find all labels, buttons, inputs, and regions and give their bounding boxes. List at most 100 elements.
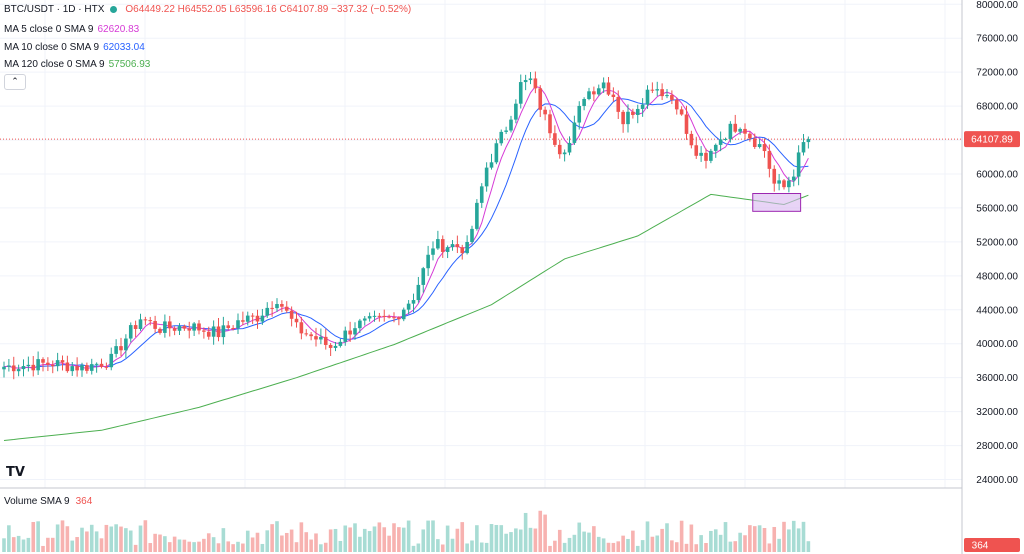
symbol-title[interactable]: BTC/USDT · 1D · HTX (4, 4, 105, 15)
volume-bar (387, 535, 391, 552)
volume-bar (587, 532, 591, 552)
candle-body (65, 362, 70, 372)
volume-bar (372, 526, 377, 552)
price-tick-label: 44000.00 (976, 305, 1018, 316)
volume-bar (392, 523, 396, 552)
candle-body (728, 123, 733, 139)
volume-bar (650, 536, 655, 552)
candle-body (211, 326, 216, 337)
volume-bar (177, 539, 182, 552)
candle-body (528, 78, 533, 81)
volume-bar (75, 537, 79, 552)
volume-bar (309, 539, 313, 552)
candle-body (16, 369, 21, 372)
candle-body (377, 315, 382, 317)
candle-body (133, 325, 138, 329)
candle-body (752, 138, 757, 147)
candle-body (631, 111, 635, 115)
candle-body (99, 363, 104, 367)
volume-value: 364 (75, 496, 93, 507)
ma10-legend[interactable]: MA 10 close 0 SMA 9 62033.04 (4, 42, 145, 53)
volume-bar (270, 524, 274, 552)
ma5-legend[interactable]: MA 5 close 0 SMA 9 62620.83 (4, 24, 139, 35)
ma120-path (3, 193, 809, 441)
candle-body (475, 202, 479, 229)
volume-legend[interactable]: Volume SMA 9 364 (4, 496, 92, 507)
volume-bar (455, 528, 460, 552)
volume-bar (757, 525, 762, 552)
candle-body (743, 128, 747, 134)
candle-body (275, 304, 279, 309)
candle-body (36, 359, 40, 371)
volume-bar (323, 542, 328, 552)
last-price-label: 64107.89 (971, 135, 1013, 146)
candle-body (777, 180, 781, 184)
candle-body (421, 268, 426, 285)
volume-bar (670, 540, 674, 552)
candle-body (587, 91, 591, 100)
ma10-line (3, 98, 809, 369)
price-tick-label: 36000.00 (976, 373, 1018, 384)
volume-bar (796, 528, 801, 552)
volume-bar (616, 541, 621, 552)
candle-body (431, 248, 435, 255)
ma120-label: MA 120 close 0 SMA 9 (4, 59, 105, 70)
candle-body (392, 317, 396, 319)
ma5-label: MA 5 close 0 SMA 9 (4, 24, 94, 35)
volume-bar (333, 528, 338, 552)
candle-body (440, 239, 445, 252)
price-tick-label: 48000.00 (976, 271, 1018, 282)
volume-bar (572, 534, 577, 552)
candle-body (89, 364, 94, 371)
volume-bar (114, 524, 118, 552)
volume-bar (562, 542, 567, 552)
candle-body (109, 353, 114, 368)
volume-bar (606, 542, 611, 552)
volume-bar (60, 520, 65, 552)
candle-body (70, 366, 75, 372)
volume-badge (964, 538, 1020, 552)
price-tick-label: 56000.00 (976, 203, 1018, 214)
volume-bar (723, 522, 728, 552)
volume-bar (665, 523, 669, 552)
volume-bar (694, 544, 699, 552)
volume-bar (367, 531, 372, 552)
candle-body (523, 80, 528, 83)
volume-bar (791, 520, 796, 552)
ma120-legend[interactable]: MA 120 close 0 SMA 9 57506.93 (4, 59, 150, 70)
symbol-header[interactable]: BTC/USDT · 1D · HTX O64449.22 H64552.05 L… (4, 4, 411, 15)
candle-body (645, 89, 650, 105)
candle-body (362, 318, 367, 321)
candle-body (231, 327, 235, 329)
candle-body (567, 142, 572, 153)
volume-bar (265, 530, 270, 552)
price-axis[interactable]: 24000.00 28000.00 32000.00 36000.00 40000.00… (964, 0, 1020, 552)
candle-body (41, 359, 45, 363)
candle-body (104, 366, 109, 368)
last-price-badge (964, 131, 1020, 148)
volume-bar (348, 527, 352, 552)
volume-bar (16, 535, 21, 552)
volume-bar (509, 532, 513, 552)
volume-bar (660, 528, 664, 552)
volume-bar (528, 527, 533, 552)
candle-body (21, 366, 26, 370)
ma10-label: MA 10 close 0 SMA 9 (4, 42, 100, 53)
candle-body (713, 144, 718, 151)
candle-body (514, 103, 518, 120)
volume-bar (436, 539, 440, 552)
volume-bar (377, 522, 382, 552)
candle-body (455, 244, 460, 248)
candle-body (757, 144, 762, 147)
volume-bar (762, 527, 767, 552)
volume-bar (158, 534, 162, 552)
candle-body (596, 88, 601, 95)
candle-body (762, 144, 767, 152)
candle-body (309, 334, 313, 337)
ma10-path (3, 98, 809, 369)
volume-bar (431, 520, 435, 552)
collapse-legend-button[interactable]: ⌃ (4, 74, 26, 90)
candle-body (767, 151, 772, 169)
volume-bar (406, 520, 411, 552)
